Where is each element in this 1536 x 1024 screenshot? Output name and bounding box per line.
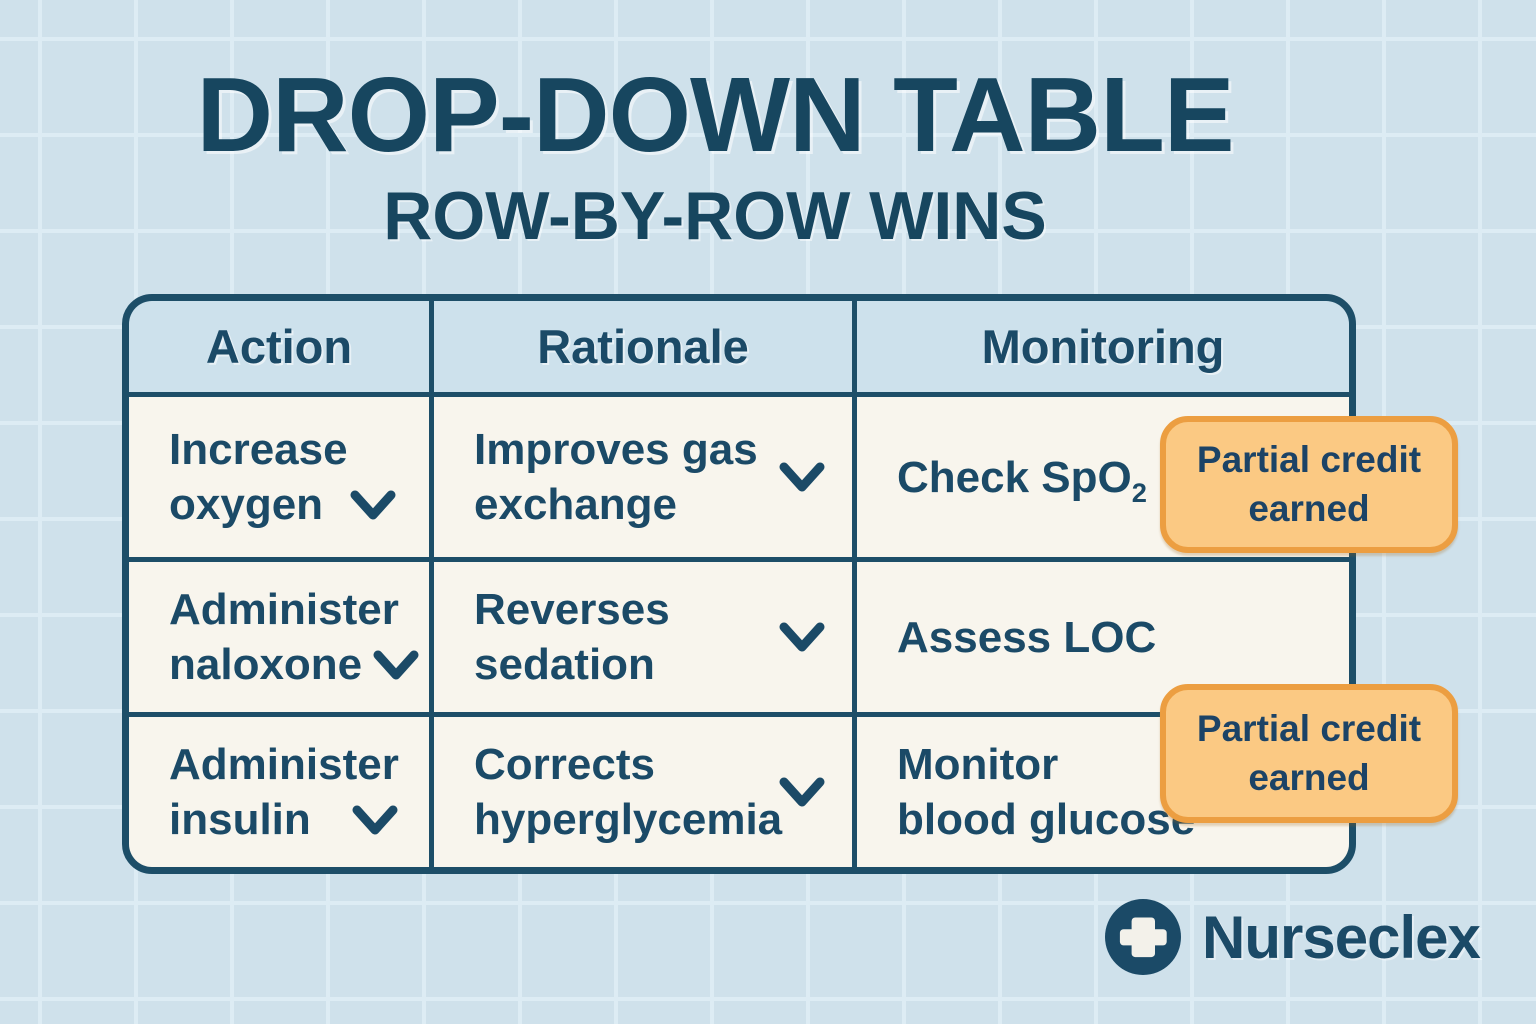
cell-text: naloxone — [169, 640, 363, 689]
page-title: DROP-DOWN TABLE — [196, 56, 1234, 174]
badge-text: Partial credit — [1196, 439, 1422, 481]
chevron-down-icon — [352, 805, 398, 834]
cell-text: Improves gas — [474, 425, 758, 474]
cell-text: blood glucose — [897, 795, 1196, 844]
dropdown-cell-action-row1[interactable]: Increase oxygen — [129, 397, 429, 557]
cell-text: Check SpO — [897, 452, 1132, 502]
medical-cross-icon — [1105, 899, 1181, 975]
chevron-down-icon — [350, 490, 396, 519]
header-label: Rationale — [537, 320, 749, 373]
cell-text: hyperglycemia — [474, 795, 783, 844]
cell-text: Administer — [169, 585, 399, 634]
chevron-down-icon — [373, 650, 419, 679]
header-label: Monitoring — [981, 320, 1225, 373]
cell-text: exchange — [474, 480, 677, 529]
partial-credit-badge: Partial credit earned — [1160, 684, 1458, 823]
badge-text: earned — [1248, 487, 1370, 529]
dropdown-cell-action-row2[interactable]: Administer naloxone — [129, 562, 429, 712]
page-subtitle: ROW-BY-ROW WINS — [383, 178, 1047, 254]
chevron-down-icon — [779, 462, 825, 492]
title-block: DROP-DOWN TABLE ROW-BY-ROW WINS — [0, 62, 1430, 250]
dropdown-cell-rationale-row3[interactable]: Corrects hyperglycemia — [434, 717, 852, 867]
partial-credit-badge: Partial credit earned — [1160, 416, 1458, 553]
chevron-down-icon — [779, 622, 825, 652]
badge-text: earned — [1248, 756, 1370, 798]
header-label: Action — [205, 320, 353, 373]
cell-text: Assess LOC — [897, 612, 1157, 662]
cell-text: insulin — [169, 795, 311, 844]
badge-text: Partial credit — [1196, 708, 1422, 750]
cell-text: Monitor — [897, 740, 1059, 789]
dropdown-cell-rationale-row2[interactable]: Reverses sedation — [434, 562, 852, 712]
brand-logo: Nurseclex — [1104, 898, 1481, 976]
cell-text: Increase — [169, 425, 348, 474]
subscript-text: 2 — [1131, 476, 1147, 508]
dropdown-cell-action-row3[interactable]: Administer insulin — [129, 717, 429, 867]
header-cell-rationale: Rationale — [434, 301, 852, 392]
cell-text: Administer — [169, 740, 399, 789]
chevron-down-icon — [779, 777, 825, 807]
cell-text: oxygen — [169, 480, 324, 529]
cell-text: Corrects — [474, 740, 655, 789]
brand-name: Nurseclex — [1202, 903, 1481, 971]
dropdown-cell-rationale-row1[interactable]: Improves gas exchange — [434, 397, 852, 557]
cell-text: sedation — [474, 640, 655, 689]
cell-text: Reverses — [474, 585, 670, 634]
header-cell-action: Action — [129, 301, 429, 392]
header-cell-monitoring: Monitoring — [857, 301, 1349, 392]
